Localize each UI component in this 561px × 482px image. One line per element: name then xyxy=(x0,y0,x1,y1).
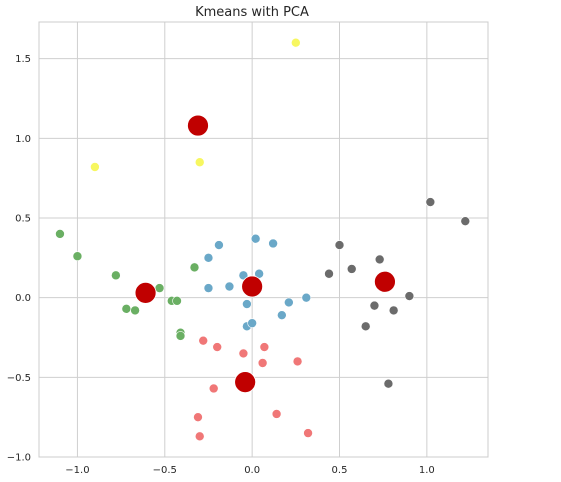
data-point xyxy=(425,197,436,207)
data-point xyxy=(284,297,294,308)
data-point xyxy=(404,291,415,301)
data-point xyxy=(130,305,140,316)
data-point xyxy=(388,305,399,316)
centroid-marker xyxy=(187,114,209,137)
data-point xyxy=(383,378,394,389)
data-point xyxy=(271,409,282,419)
y-tick-label: −0.5 xyxy=(7,373,31,384)
data-point xyxy=(250,233,261,244)
data-point xyxy=(346,264,357,274)
axis-ticks: −1.0 −0.5 0.0 0.5 1.0 −1.0 −0.5 0.0 0.5 1.0 1.5 xyxy=(7,54,435,476)
data-point xyxy=(55,229,65,239)
data-point xyxy=(247,318,257,328)
data-point xyxy=(172,296,182,306)
y-tick-label: 0.5 xyxy=(15,213,31,224)
y-tick-label: 1.5 xyxy=(15,54,31,65)
data-point xyxy=(334,240,345,250)
plot-frame xyxy=(38,21,489,458)
data-point xyxy=(194,157,205,168)
data-point xyxy=(301,292,312,303)
data-point xyxy=(257,358,268,368)
data-point xyxy=(198,335,209,346)
centroid-marker xyxy=(134,281,157,304)
data-point xyxy=(189,262,200,273)
chart-title: Kmeans with PCA xyxy=(195,5,309,20)
data-point xyxy=(369,300,380,311)
data-point xyxy=(154,283,165,293)
data-point xyxy=(238,348,249,359)
data-point xyxy=(242,299,252,309)
x-tick-label: −0.5 xyxy=(153,465,177,476)
data-point xyxy=(214,240,224,250)
data-point xyxy=(291,37,301,48)
data-point xyxy=(72,251,83,262)
data-point xyxy=(175,331,186,341)
data-point xyxy=(277,310,287,320)
data-point xyxy=(193,412,203,422)
data-point xyxy=(238,270,249,281)
centroid-marker xyxy=(234,371,257,394)
y-tick-label: 0.0 xyxy=(15,293,31,304)
centroid-marker xyxy=(241,275,264,298)
data-point xyxy=(324,268,334,279)
data-point xyxy=(460,216,471,226)
data-point xyxy=(90,162,100,172)
x-tick-label: 0.5 xyxy=(332,465,348,476)
y-tick-label: 1.0 xyxy=(15,134,31,145)
y-tick-label: −1.0 xyxy=(7,453,31,464)
data-point xyxy=(360,321,371,332)
data-point xyxy=(111,270,121,281)
data-point xyxy=(203,283,214,293)
data-point xyxy=(208,383,219,394)
data-points xyxy=(55,37,471,442)
x-tick-label: 0.0 xyxy=(244,465,260,476)
centroid-marker xyxy=(374,270,396,293)
data-point xyxy=(194,431,205,442)
data-point xyxy=(374,254,385,265)
x-tick-label: 1.0 xyxy=(419,465,435,476)
data-point xyxy=(292,356,303,367)
data-point xyxy=(224,281,235,292)
data-point xyxy=(259,342,270,352)
data-point xyxy=(303,428,313,438)
x-tick-label: −1.0 xyxy=(65,465,89,476)
grid xyxy=(39,22,488,458)
data-point xyxy=(212,342,223,352)
data-point xyxy=(268,238,278,249)
centroids xyxy=(134,114,396,394)
data-point xyxy=(203,253,214,263)
data-point xyxy=(121,304,132,314)
